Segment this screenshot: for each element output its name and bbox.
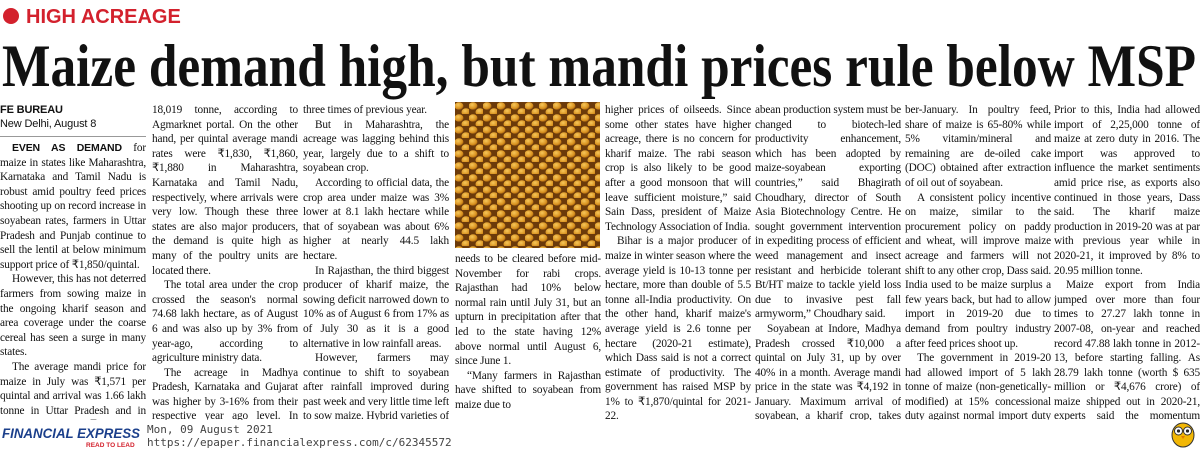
paragraph: three times of previous year. [303, 103, 449, 118]
column: abean production system must be changed … [755, 103, 901, 420]
paragraph: higher prices of oilseeds. Since some ot… [605, 103, 751, 234]
paragraph: Maize export from India jumped over more… [1054, 278, 1200, 420]
headline: Maize demand high, but mandi prices rule… [2, 33, 1196, 99]
dateline: New Delhi, August 8 [0, 117, 146, 137]
column: higher prices of oilseeds. Since some ot… [605, 103, 751, 420]
paragraph-text: Soyabean at Indore, Madhya Pradesh cross… [755, 322, 901, 420]
date: Mon, 09 August 2021 [147, 423, 273, 436]
kicker-dot [3, 8, 19, 24]
paragraph-text: However, farmers may continue to shift t… [303, 352, 449, 420]
paragraph-text: However, this has not deterred farmers f… [0, 273, 146, 359]
paragraph-text: But in Maharashtra, the acreage was lagg… [303, 118, 449, 175]
paragraph-text: abean production system must be changed … [755, 104, 901, 321]
kicker: HIGH ACREAGE [26, 6, 181, 28]
paragraph-text: higher prices of oilseeds. Since some ot… [605, 104, 751, 233]
paragraph-text: ber-January. In poultry feed, share of m… [905, 104, 1051, 189]
paragraph-text: 18,019 tonne, according to Agmarknet por… [152, 104, 298, 277]
paragraph-text: Prior to this, India had allowed import … [1054, 104, 1200, 277]
paragraph: needs to be cleared before mid-November … [455, 252, 601, 369]
paragraph: “Many farmers in Rajasthan have shifted … [455, 369, 601, 413]
paragraph-text: A consistent policy incentive on maize, … [905, 191, 1051, 350]
paragraph: abean production system must be changed … [755, 103, 901, 322]
author: FE BUREAU [0, 104, 63, 116]
brand: FINANCIAL EXPRESS [2, 426, 140, 441]
paragraph: The acreage in Madhya Pradesh, Karnataka… [152, 366, 298, 420]
column: 18,019 tonne, according to Agmarknet por… [152, 103, 298, 420]
paragraph: But in Maharashtra, the acreage was lagg… [303, 118, 449, 176]
byline: FE BUREAU New Delhi, August 8 [0, 103, 146, 137]
paragraph-text: for maize in states like Maharashtra, Ka… [0, 142, 146, 271]
url: https://epaper.financialexpress.com/c/62… [147, 436, 452, 449]
paragraph: ber-January. In poultry feed, share of m… [905, 103, 1051, 191]
column: ber-January. In poultry feed, share of m… [905, 103, 1051, 420]
paragraph: However, this has not deterred farmers f… [0, 272, 146, 360]
paragraph: Soyabean at Indore, Madhya Pradesh cross… [755, 322, 901, 420]
paragraph-text: three times of previous year. [303, 104, 427, 116]
header: HIGH ACREAGE Maize demand high, but mand… [2, 6, 1196, 99]
tagline: READ TO LEAD [86, 442, 135, 449]
paragraph: Bihar is a major producer of maize in wi… [605, 234, 751, 420]
paragraph: However, farmers may continue to shift t… [303, 351, 449, 420]
paragraph: Prior to this, India had allowed import … [1054, 103, 1200, 278]
paragraph: EVEN AS DEMAND for maize in states like … [0, 141, 146, 272]
paragraph-text: The government in 2019-20 had allowed im… [905, 352, 1051, 420]
paragraph-text: “Many farmers in Rajasthan have shifted … [455, 369, 601, 411]
column: needs to be cleared before mid-November … [455, 252, 601, 420]
paragraph: The total area under the crop crossed th… [152, 278, 298, 366]
paragraph-text: According to official data, the crop are… [303, 176, 449, 262]
lead-in: EVEN AS DEMAND [12, 142, 122, 154]
paragraph-text: Maize export from India jumped over more… [1054, 279, 1200, 420]
paragraph: A consistent policy incentive on maize, … [905, 191, 1051, 352]
column: FE BUREAU New Delhi, August 8 EVEN AS DEMA… [0, 103, 146, 420]
paragraph: The average mandi price for maize in Jul… [0, 360, 146, 420]
paragraph: According to official data, the crop are… [303, 176, 449, 264]
paragraph: In Rajasthan, the third biggest producer… [303, 264, 449, 352]
paragraph: The government in 2019-20 had allowed im… [905, 351, 1051, 420]
brand-logo: FINANCIAL EXPRESS READ TO LEAD [2, 426, 140, 449]
maize-photo [455, 102, 600, 248]
column: Prior to this, India had allowed import … [1054, 103, 1200, 420]
paragraph-text: The acreage in Madhya Pradesh, Karnataka… [152, 366, 298, 420]
paragraph-text: In Rajasthan, the third biggest producer… [303, 264, 449, 350]
paragraph: 18,019 tonne, according to Agmarknet por… [152, 103, 298, 278]
paragraph-text: The total area under the crop crossed th… [152, 279, 298, 365]
paragraph-text: The average mandi price for maize in Jul… [0, 360, 146, 420]
owl-icon [1171, 422, 1195, 448]
column: three times of previous year. But in Maha… [303, 103, 449, 420]
paragraph-text: needs to be cleared before mid-November … [455, 253, 601, 368]
paragraph-text: Bihar is a major producer of maize in wi… [605, 235, 751, 420]
